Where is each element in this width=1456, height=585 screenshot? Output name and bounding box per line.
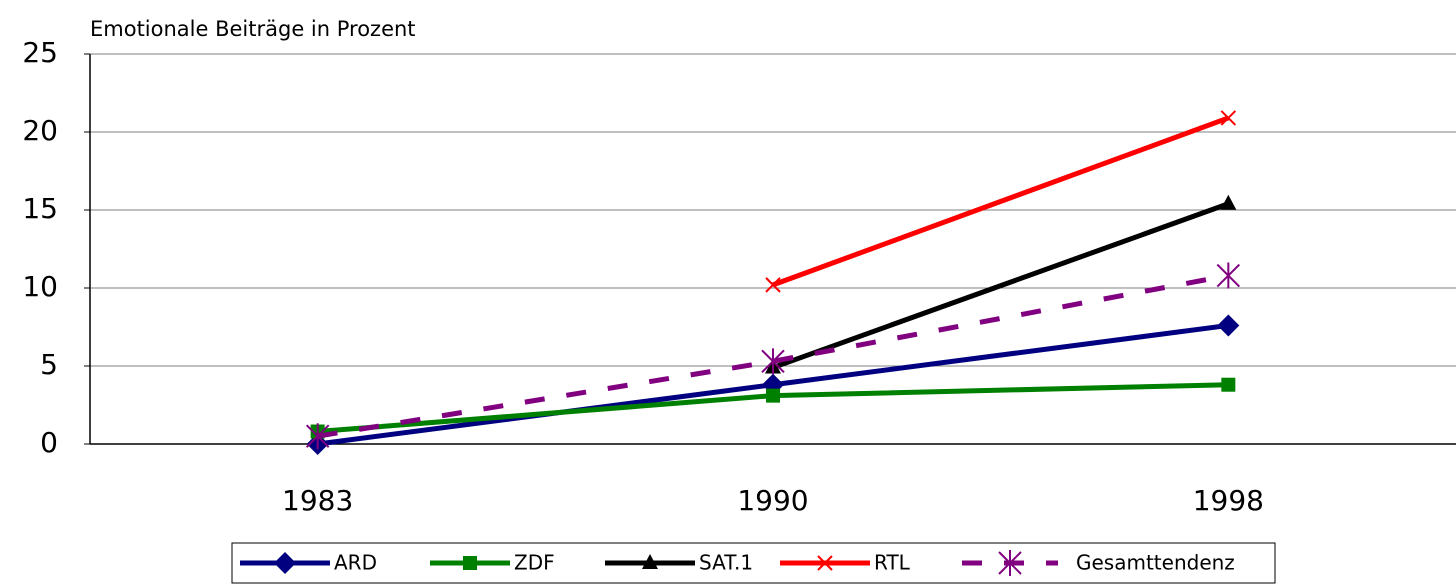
legend-label: ZDF [514,551,555,575]
y-tick-label: 10 [22,270,58,303]
data-point [761,348,785,375]
legend-marker [642,554,658,569]
data-point [766,388,780,403]
y-tick-label: 20 [22,114,58,147]
y-tick-label: 25 [22,36,58,69]
data-point [765,277,781,293]
legend-box [231,542,1276,584]
data-point [1217,314,1240,337]
legend-marker [463,556,477,570]
x-tick-label: 1983 [282,484,353,517]
series-line [317,273,1229,439]
legend-label: ARD [334,551,377,575]
legend-marker [274,552,296,574]
data-point [1216,262,1241,289]
data-point [1221,377,1236,392]
y-tick-label: 15 [22,192,58,225]
y-tick-label: 0 [40,426,58,459]
legend-marker [998,550,1022,576]
x-tick-label: 1990 [737,484,808,517]
y-tick-label: 5 [40,348,58,381]
legend-label: Gesamttendenz [1076,551,1235,575]
y-axis-label: Emotionale Beiträge in Prozent [90,17,416,41]
x-tick-label: 1998 [1193,484,1264,517]
legend-label: SAT.1 [699,551,753,575]
series-line [772,201,1230,370]
data-point [1220,110,1237,126]
legend-marker [817,555,833,571]
series-line [772,115,1230,288]
legend-label: RTL [874,551,911,575]
data-point [305,423,330,450]
data-point [1220,194,1237,210]
